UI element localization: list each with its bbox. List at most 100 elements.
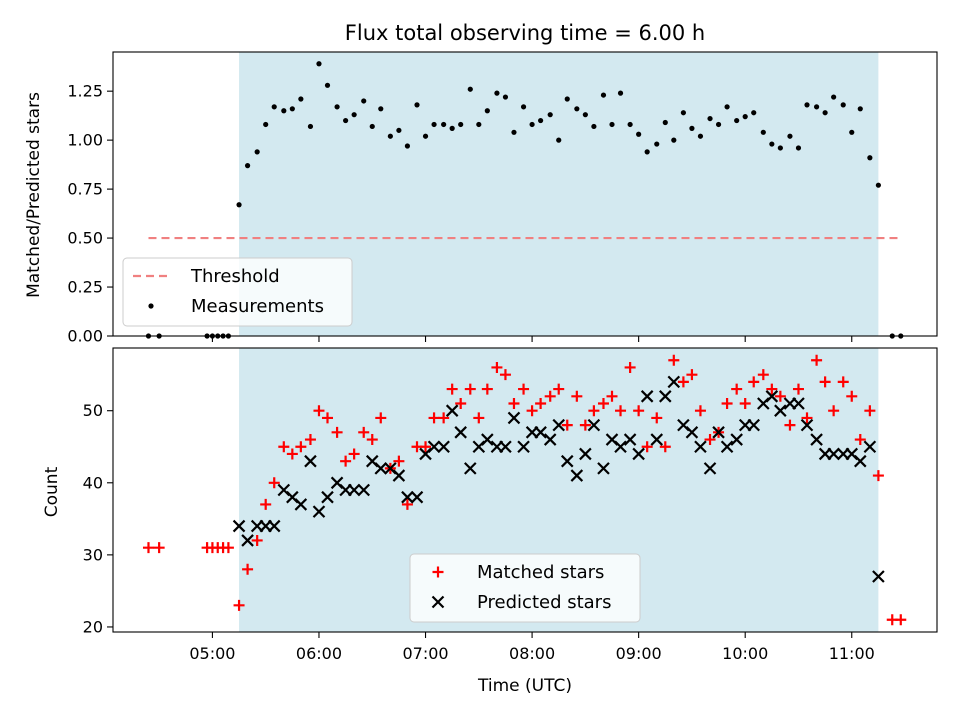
measurement-point [520,104,527,110]
matched-star-point [446,383,458,395]
predicted-star-point [632,447,645,461]
matched-star-point [553,383,565,395]
measurement-point [636,131,642,137]
x-tick-label: 09:00 [616,644,662,663]
measurement-point [316,61,322,67]
measurement-point [422,133,429,139]
matched-star-point [651,412,663,424]
matched-star-point [438,412,450,424]
matched-star-point [757,369,769,381]
y-tick-label: 1.00 [67,131,103,150]
matched-star-point [774,390,786,402]
measurement-point [263,121,269,128]
matched-star-point [895,614,907,626]
matched-star-point [153,542,165,554]
matched-star-point [242,563,254,575]
legend-label: Predicted stars [477,592,611,613]
measurement-point [777,145,783,151]
predicted-star-point [347,483,361,497]
measurement-point [769,141,775,147]
measurement-point [591,123,597,130]
predicted-star-point [543,433,557,446]
matched-star-point [561,419,573,431]
legend-marker [432,566,444,578]
matched-star-point [694,405,706,417]
matched-star-point [837,376,849,388]
predicted-star-point [437,440,450,454]
measurement-point [644,149,650,155]
matched-star-point [766,383,778,395]
matched-star-point [313,405,325,417]
measurement-point [441,121,447,128]
count-legend: Matched stars Predicted stars [409,553,641,623]
x-tick-label: 06:00 [296,644,342,663]
y-axis-label-ratio: Matched/Predicted stars [24,92,44,298]
predicted-star-point [267,519,281,533]
measurement-point [369,123,375,130]
y-tick-label: 50 [83,401,103,420]
predicted-star-point [517,440,530,454]
matched-star-point [535,398,547,410]
measurement-point [857,106,863,112]
matched-star-point [358,426,370,438]
measurement-point [831,94,837,100]
legend-label: Matched stars [477,562,604,583]
matched-star-point [321,412,333,424]
measurement-point [324,82,331,88]
x-tick-label: 05:00 [189,644,235,663]
predicted-star-point [410,490,424,504]
predicted-star-point [597,462,610,475]
matched-star-point [393,455,405,467]
chart-title: Flux total observing time = 6.00 h [345,21,705,45]
measurement-point [680,110,686,116]
measurement-point [617,90,624,96]
predicted-star-point [304,454,317,468]
count-panel: 20 30 40 50 05:00 06:00 07:00 08:00 09:00 10:00 11… [83,347,938,663]
measurement-point [751,110,757,116]
measurement-point [582,112,588,118]
predicted-star-point [712,426,725,439]
predicted-star-point [765,390,779,403]
legend-box [409,553,641,623]
matched-star-point [588,405,600,417]
matched-star-point [464,383,476,395]
plot-frame [112,347,938,633]
matched-star-point [526,405,538,417]
legend-label: Measurements [191,296,324,317]
measurement-point [822,110,828,116]
measurement-point [804,102,810,108]
predicted-star-point [427,440,441,454]
predicted-star-point [499,440,512,454]
matched-star-point [428,412,440,424]
measurement-point [867,155,873,161]
measurement-point [813,104,820,110]
measurement-point [378,106,384,112]
matched-star-point [854,434,866,446]
matched-star-point [286,448,298,460]
predicted-star-point [810,433,823,446]
predicted-star-point [454,426,467,439]
legend-box [122,257,353,327]
matched-star-point [233,599,245,611]
matched-star-point [819,376,831,388]
matched-star-point [331,426,343,438]
measurement-point [254,149,260,155]
measurement-point [849,129,855,135]
matched-star-point [801,412,813,424]
measurement-point [476,121,482,128]
predicted-star-point [872,570,885,583]
measurement-point [396,127,402,133]
measurement-point [467,86,473,92]
predicted-star-point [640,390,654,403]
measurement-point [244,163,251,169]
predicted-star-point [703,462,717,475]
predicted-star-point [614,440,627,454]
measurement-point [875,182,881,188]
matched-star-point [686,369,698,381]
predicted-star-point [534,426,547,439]
predicted-star-point [650,433,664,446]
matched-star-point [811,354,823,366]
matched-star-point [278,441,290,453]
measurement-point [564,96,570,102]
measurement-point [697,133,704,139]
